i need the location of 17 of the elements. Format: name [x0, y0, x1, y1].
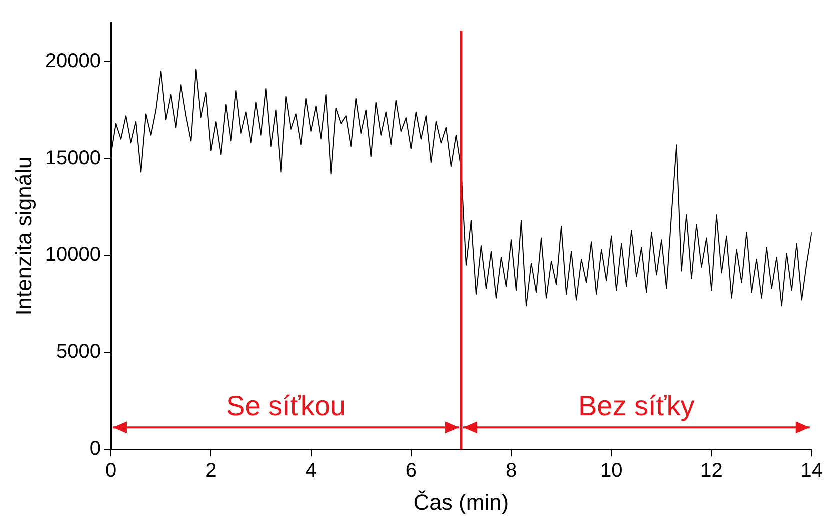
annotation: Bez síťky: [578, 390, 695, 422]
y-tick-label: 5000: [56, 341, 102, 364]
x-tick-label: 4: [306, 460, 317, 482]
y-tick-label: 0: [90, 438, 102, 460]
x-tick-label: 14: [800, 460, 823, 482]
x-tick-label: 12: [700, 460, 723, 482]
y-axis-title: Intenzita signálu: [11, 156, 36, 316]
x-tick-label: 8: [506, 460, 518, 482]
y-tick-label: 20000: [45, 50, 102, 72]
annotation: Se síťkou: [226, 390, 346, 422]
y-tick-label: 10000: [45, 244, 102, 266]
x-tick-label: 2: [206, 460, 217, 482]
x-tick-label: 10: [600, 460, 623, 482]
x-axis-title: Čas (min): [414, 490, 510, 515]
x-tick-label: 0: [105, 460, 117, 482]
x-tick-label: 6: [406, 460, 417, 482]
y-tick-label: 15000: [45, 147, 102, 170]
